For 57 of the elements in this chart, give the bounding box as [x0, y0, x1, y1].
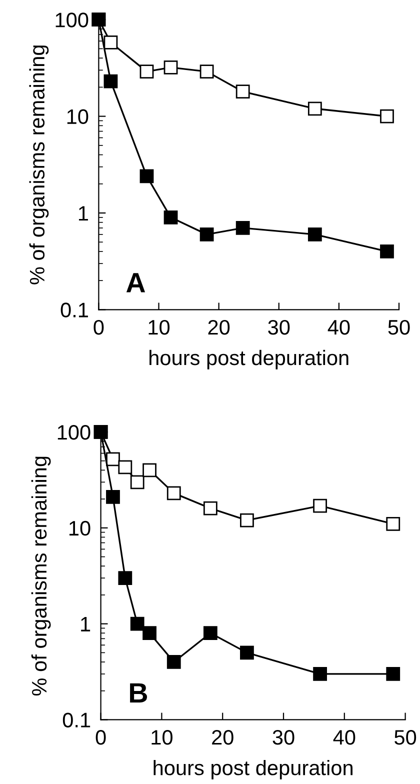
point	[203, 501, 218, 516]
annotation: B	[130, 683, 148, 702]
x-tick-label: 40	[328, 320, 350, 335]
point	[118, 571, 132, 585]
y-tick-label: 0.1	[60, 302, 88, 318]
point	[130, 475, 144, 490]
point	[106, 490, 120, 504]
y-tick-label: 100	[56, 12, 88, 28]
point	[166, 486, 181, 500]
x-tick-label: 10	[148, 320, 170, 335]
x-axis-title: hours post depuration	[150, 350, 348, 370]
point	[130, 616, 144, 631]
point	[142, 626, 156, 640]
x-tick-label: 40	[333, 730, 356, 745]
point	[236, 221, 250, 235]
y-axis-title: % of organisms remaining	[31, 456, 51, 696]
point	[142, 463, 156, 478]
x-tick-label: 20	[212, 730, 234, 745]
point	[308, 227, 322, 242]
point	[308, 102, 322, 116]
x-tick-label: 30	[272, 730, 294, 745]
point	[166, 655, 181, 669]
y-tick-label: 0.1	[62, 712, 90, 728]
point	[140, 64, 154, 79]
x-tick-label: 30	[268, 320, 290, 335]
point	[240, 646, 254, 660]
point	[380, 109, 394, 124]
point	[203, 626, 218, 640]
point	[240, 513, 254, 528]
point	[140, 169, 154, 184]
point	[200, 64, 214, 79]
x-tick-label: 50	[388, 320, 410, 335]
point	[313, 667, 327, 681]
x-tick-label: 10	[152, 730, 172, 745]
point	[104, 74, 118, 88]
point	[386, 667, 400, 681]
y-axis-title: % of organisms remaining	[29, 46, 49, 284]
y-tick-label: 1	[78, 206, 88, 221]
point	[313, 498, 327, 513]
annotation: A	[126, 273, 146, 292]
point	[164, 210, 178, 224]
point	[118, 460, 132, 474]
y-tick-label: 1	[81, 617, 90, 632]
point	[236, 84, 250, 99]
point	[200, 227, 214, 242]
x-tick-label: 50	[394, 730, 416, 745]
point	[380, 244, 394, 258]
y-tick-label: 10	[67, 109, 88, 124]
point	[104, 36, 118, 50]
point	[386, 516, 400, 531]
point	[164, 60, 178, 74]
x-axis-title: hours post depuration	[154, 760, 352, 780]
y-tick-label: 10	[69, 520, 90, 536]
x-tick-label: 0	[96, 730, 106, 745]
x-tick-label: 0	[94, 320, 104, 335]
y-tick-label: 100	[58, 424, 90, 440]
x-tick-label: 20	[208, 320, 230, 335]
